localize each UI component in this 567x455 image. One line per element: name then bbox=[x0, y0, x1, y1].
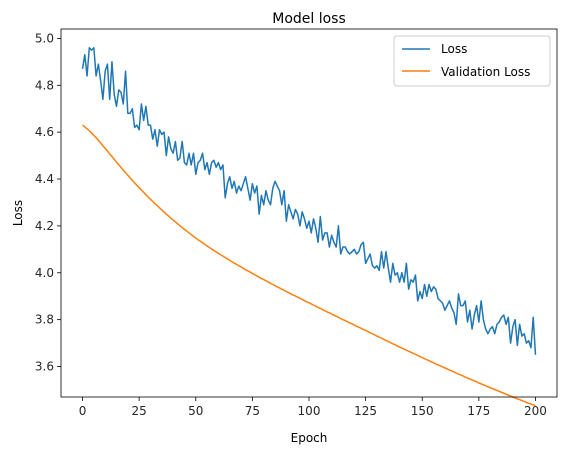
series-line-loss bbox=[81, 47, 537, 355]
y-tick-label: 4.0 bbox=[35, 266, 54, 280]
legend: Loss Validation Loss bbox=[393, 35, 551, 87]
series-line-validation-loss bbox=[82, 124, 536, 407]
x-tick-label: 125 bbox=[354, 404, 377, 418]
y-axis-label: Loss bbox=[11, 200, 25, 226]
series-layer bbox=[81, 47, 537, 407]
y-tick-label: 3.8 bbox=[35, 313, 54, 327]
plot-frame bbox=[60, 28, 558, 398]
x-tick-label: 175 bbox=[467, 404, 490, 418]
y-tick-label: 5.0 bbox=[35, 31, 54, 45]
x-tick-label: 100 bbox=[298, 404, 321, 418]
legend-box bbox=[393, 35, 551, 87]
y-axis-ticks: 3.6 3.8 4.0 4.2 4.4 4.6 4.8 5.0 bbox=[35, 31, 61, 374]
legend-label-validation-loss: Validation Loss bbox=[441, 65, 530, 79]
x-tick-label: 200 bbox=[524, 404, 547, 418]
y-tick-label: 4.4 bbox=[35, 172, 54, 186]
x-tick-label: 75 bbox=[245, 404, 260, 418]
x-tick-label: 150 bbox=[411, 404, 434, 418]
chart-title: Model loss bbox=[272, 11, 346, 27]
y-tick-label: 4.8 bbox=[35, 78, 54, 92]
y-tick-label: 4.6 bbox=[35, 125, 54, 139]
x-tick-label: 50 bbox=[188, 404, 203, 418]
x-tick-label: 25 bbox=[131, 404, 146, 418]
legend-label-loss: Loss bbox=[441, 42, 467, 56]
x-axis-ticks: 0 25 50 75 100 125 150 175 200 bbox=[79, 397, 547, 418]
x-tick-label: 0 bbox=[79, 404, 87, 418]
y-tick-label: 4.2 bbox=[35, 219, 54, 233]
x-axis-label: Epoch bbox=[291, 431, 328, 445]
y-tick-label: 3.6 bbox=[35, 360, 54, 374]
